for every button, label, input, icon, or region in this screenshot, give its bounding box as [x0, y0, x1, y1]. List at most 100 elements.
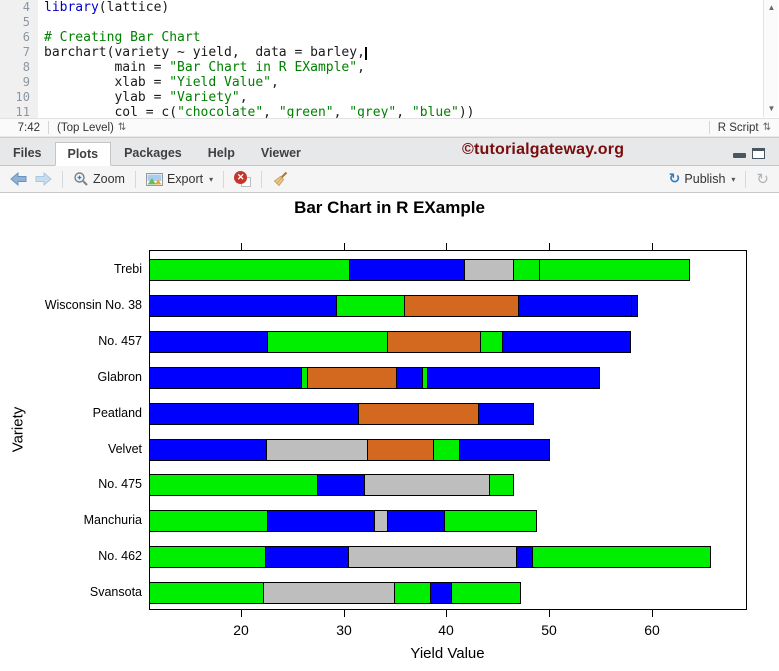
clear-all-plots-button[interactable] [268, 169, 293, 189]
editor-line: 7 barchart(variety ~ yield, data = barley… [0, 45, 763, 60]
publish-icon: ↻ [668, 171, 681, 187]
editor-line: 11 col = c("chocolate", "green", "grey",… [0, 105, 763, 118]
bar-segment [427, 367, 600, 389]
x-axis-tick [241, 610, 242, 617]
back-button[interactable] [6, 170, 31, 188]
code-token: , [239, 90, 248, 105]
bar-segment [149, 546, 266, 568]
refresh-icon: ↻ [756, 170, 769, 188]
x-axis-tick-label: 20 [233, 622, 249, 638]
bar-segment [317, 474, 365, 496]
export-button[interactable]: Export ▾ [142, 170, 217, 188]
remove-plot-button[interactable]: ✕ [230, 169, 255, 189]
plot-output: Bar Chart in R EXample Yield Value Varie… [0, 193, 779, 671]
text-cursor [364, 47, 367, 60]
x-axis-tick-top [446, 243, 447, 250]
bar-segment [433, 439, 460, 461]
bar-segment [349, 259, 465, 281]
minimize-pane-icon[interactable] [733, 153, 746, 158]
bar-segment [464, 259, 514, 281]
editor-line: 6 # Creating Bar Chart [0, 30, 763, 45]
tab-help[interactable]: Help [207, 146, 235, 160]
code-token: , [333, 105, 350, 118]
bar-segment [387, 510, 445, 532]
y-axis-category-label: Svansota [89, 585, 142, 599]
bar-segment [513, 259, 540, 281]
publish-button-label: Publish [684, 172, 726, 186]
toolbar-separator [223, 170, 225, 188]
x-axis-tick-top [549, 243, 550, 250]
bar-segment [451, 582, 521, 604]
scope-selector[interactable]: (Top Level) [57, 121, 114, 134]
bar-segment [459, 439, 550, 461]
bar-segment [480, 331, 503, 353]
statusbar-separator [48, 121, 49, 134]
code-editor[interactable]: 4 library(lattice) 5 6 # Creating Bar Chart 7… [0, 0, 779, 118]
zoom-button[interactable]: Zoom [69, 169, 129, 189]
forward-button[interactable] [31, 170, 56, 188]
statusbar-separator [708, 121, 710, 134]
scroll-down-icon[interactable]: ▼ [767, 104, 776, 113]
code-text: col = c("chocolate", "green", "grey", "b… [38, 105, 474, 118]
x-axis-tick-top [241, 243, 242, 250]
y-axis-category-label: No. 475 [98, 477, 142, 491]
maximize-pane-icon[interactable] [752, 148, 765, 159]
bar-segment [396, 367, 423, 389]
toolbar-separator [745, 170, 747, 188]
x-axis-tick-label: 30 [336, 622, 352, 638]
publish-button[interactable]: ↻ Publish ▾ [665, 169, 740, 189]
code-token: col = c( [44, 105, 178, 118]
chevron-down-icon: ▾ [209, 174, 214, 184]
bar-segment [387, 331, 481, 353]
tab-packages[interactable]: Packages [124, 146, 182, 160]
line-number: 7 [0, 45, 38, 60]
bar-segment [149, 403, 359, 425]
x-axis-tick [652, 610, 653, 617]
toolbar-separator [261, 170, 263, 188]
editor-line: 5 [0, 15, 763, 30]
cursor-position[interactable]: 7:42 [17, 121, 40, 134]
image-icon [145, 172, 163, 186]
refresh-button[interactable]: ↻ [752, 168, 773, 190]
bar-segment [307, 367, 397, 389]
code-token: "Variety" [169, 90, 240, 105]
editor-scrollbar[interactable]: ▲ ▼ [763, 0, 778, 117]
watermark: ©tutorialgateway.org [462, 141, 625, 158]
scope-updown-icon[interactable]: ⇅ [117, 122, 127, 133]
scroll-up-icon[interactable]: ▲ [767, 3, 776, 12]
code-token: "Bar Chart in R EXample" [169, 60, 358, 75]
code-token: barchart(variety ~ yield, data = barley, [44, 45, 365, 60]
code-token: main = [44, 60, 170, 75]
tab-plots[interactable]: Plots [54, 142, 112, 166]
y-axis-category-label: Velvet [107, 442, 142, 456]
bar-segment [336, 295, 405, 317]
x-axis-tick-top [652, 243, 653, 250]
code-token: "green" [278, 105, 334, 118]
bar-segment [267, 331, 388, 353]
bar-segment [430, 582, 452, 604]
broom-icon [273, 171, 288, 187]
line-number: 8 [0, 60, 38, 75]
tab-files[interactable]: Files [13, 146, 42, 160]
code-token: (lattice) [98, 0, 170, 15]
bar-segment [404, 295, 519, 317]
line-number: 5 [0, 15, 38, 30]
bar-segment [374, 510, 388, 532]
x-axis-tick [446, 610, 447, 617]
magnifier-plus-icon [74, 172, 88, 186]
y-axis-category-label: Wisconsin No. 38 [44, 298, 142, 312]
y-axis-category-label: Glabron [97, 370, 142, 384]
file-type-updown-icon[interactable]: ⇅ [762, 122, 771, 133]
file-type-selector[interactable]: R Script [717, 121, 759, 134]
tab-viewer[interactable]: Viewer [260, 146, 301, 160]
bar-segment [149, 439, 267, 461]
code-token: xlab = [44, 75, 170, 90]
code-token: , [357, 60, 365, 75]
bar-segment [367, 439, 434, 461]
y-axis-category-label: Peatland [92, 406, 142, 420]
bar-segment [149, 259, 350, 281]
code-token: library [44, 0, 99, 15]
bar-segment [149, 474, 318, 496]
zoom-button-label: Zoom [93, 172, 125, 186]
